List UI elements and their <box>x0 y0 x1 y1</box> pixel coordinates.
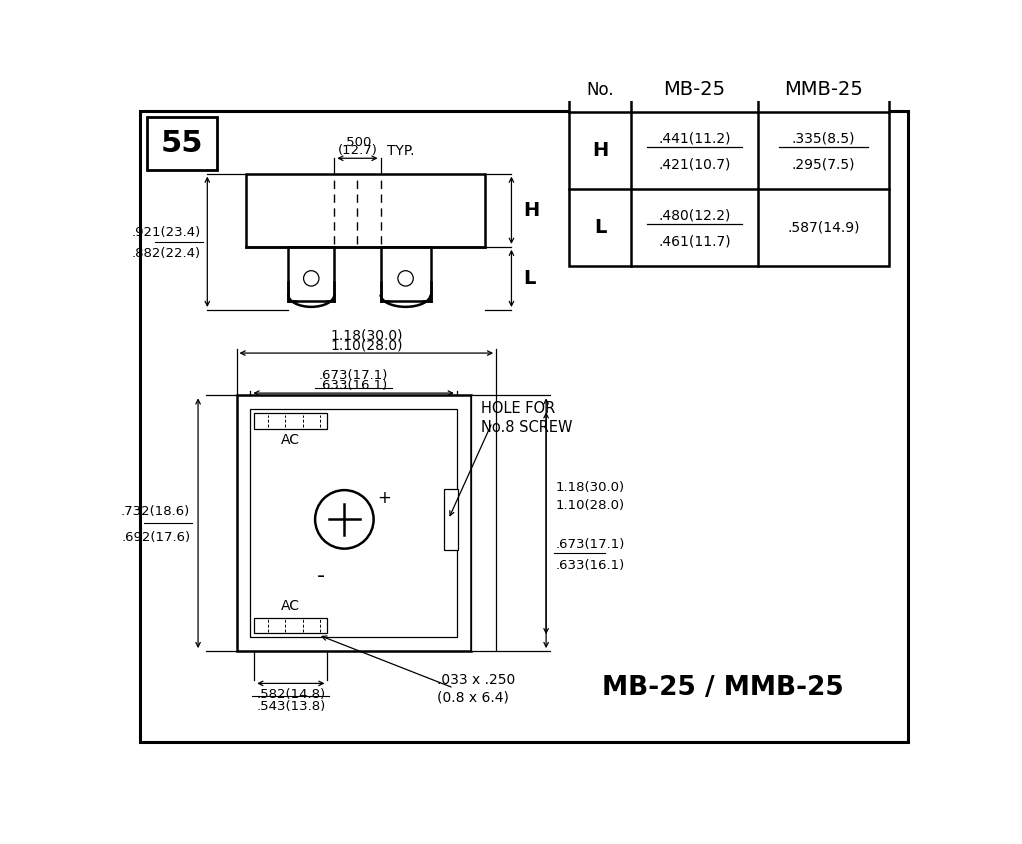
Text: .500: .500 <box>342 136 372 149</box>
Circle shape <box>398 271 413 286</box>
Bar <box>471 396 496 651</box>
Text: No.8 SCREW: No.8 SCREW <box>480 420 572 436</box>
Text: H: H <box>592 141 608 160</box>
Bar <box>246 174 484 246</box>
Bar <box>288 246 334 300</box>
Text: 1.10(28.0): 1.10(28.0) <box>555 499 624 512</box>
Bar <box>254 413 327 429</box>
Bar <box>147 117 217 170</box>
Text: TYP.: TYP. <box>386 143 414 158</box>
Text: (12.7): (12.7) <box>337 144 377 158</box>
Text: MB-25 / MMB-25: MB-25 / MMB-25 <box>602 675 844 701</box>
Bar <box>445 489 458 550</box>
Text: 1.18(30.0): 1.18(30.0) <box>555 480 624 494</box>
Text: .335(8.5): .335(8.5) <box>792 131 855 145</box>
Text: L: L <box>523 269 536 288</box>
Text: .921(23.4): .921(23.4) <box>132 226 201 239</box>
Text: 55: 55 <box>160 129 203 158</box>
Text: .033 x .250: .033 x .250 <box>436 674 515 687</box>
Text: MB-25: MB-25 <box>663 80 726 100</box>
Text: .732(18.6): .732(18.6) <box>122 506 190 518</box>
Text: -: - <box>317 565 325 586</box>
Text: .673(17.1): .673(17.1) <box>555 538 624 551</box>
Circle shape <box>304 271 319 286</box>
Text: .421(10.7): .421(10.7) <box>658 158 731 171</box>
Bar <box>250 409 457 637</box>
Bar <box>236 396 471 651</box>
Text: .692(17.6): .692(17.6) <box>122 531 190 544</box>
Text: L: L <box>594 218 606 237</box>
Bar <box>569 68 889 266</box>
Text: No.: No. <box>587 81 614 99</box>
Bar <box>254 618 327 633</box>
Text: .295(7.5): .295(7.5) <box>792 158 855 171</box>
Circle shape <box>315 490 374 549</box>
Text: (0.8 x 6.4): (0.8 x 6.4) <box>436 690 509 704</box>
Text: 1.10(28.0): 1.10(28.0) <box>330 338 403 352</box>
Text: .633(16.1): .633(16.1) <box>319 379 388 392</box>
Text: AC: AC <box>281 599 300 614</box>
Text: .882(22.4): .882(22.4) <box>132 246 201 260</box>
Text: .582(14.8): .582(14.8) <box>257 688 325 701</box>
Text: .461(11.7): .461(11.7) <box>658 235 731 248</box>
Text: .480(12.2): .480(12.2) <box>658 208 731 222</box>
Text: .441(11.2): .441(11.2) <box>658 131 731 145</box>
Text: .633(16.1): .633(16.1) <box>555 559 624 572</box>
Text: MMB-25: MMB-25 <box>784 80 863 100</box>
Text: H: H <box>523 201 540 219</box>
Text: 1.18(30.0): 1.18(30.0) <box>330 328 403 343</box>
Text: HOLE FOR: HOLE FOR <box>480 401 555 416</box>
Text: .543(13.8): .543(13.8) <box>257 701 325 713</box>
Text: +: + <box>377 489 391 507</box>
Text: AC: AC <box>281 433 300 447</box>
Text: .673(17.1): .673(17.1) <box>319 370 388 382</box>
Text: .587(14.9): .587(14.9) <box>787 220 860 235</box>
Bar <box>380 246 430 300</box>
